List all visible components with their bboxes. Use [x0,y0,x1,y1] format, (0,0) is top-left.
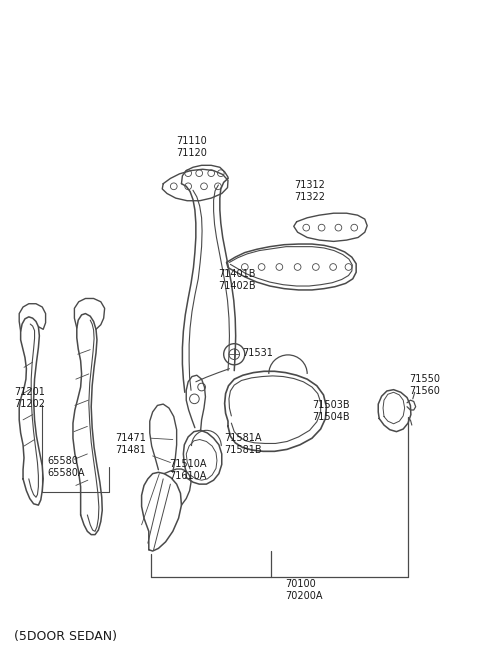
Text: 71401B
71402B: 71401B 71402B [218,269,256,291]
Text: 71312
71322: 71312 71322 [294,180,325,203]
Text: 71201
71202: 71201 71202 [14,387,46,409]
Text: 71503B
71504B: 71503B 71504B [312,400,349,422]
Text: 70100
70200A: 70100 70200A [286,579,323,602]
Text: 71510A
71610A: 71510A 71610A [169,459,206,482]
Text: 71471
71481: 71471 71481 [115,433,146,455]
Text: (5DOOR SEDAN): (5DOOR SEDAN) [14,630,118,643]
Text: 71110
71120: 71110 71120 [177,136,207,159]
Text: 71550
71560: 71550 71560 [409,374,440,396]
Text: 65580
65580A: 65580 65580A [47,456,84,478]
Text: 71531: 71531 [242,348,273,358]
Text: 71581A
71581B: 71581A 71581B [225,433,262,455]
